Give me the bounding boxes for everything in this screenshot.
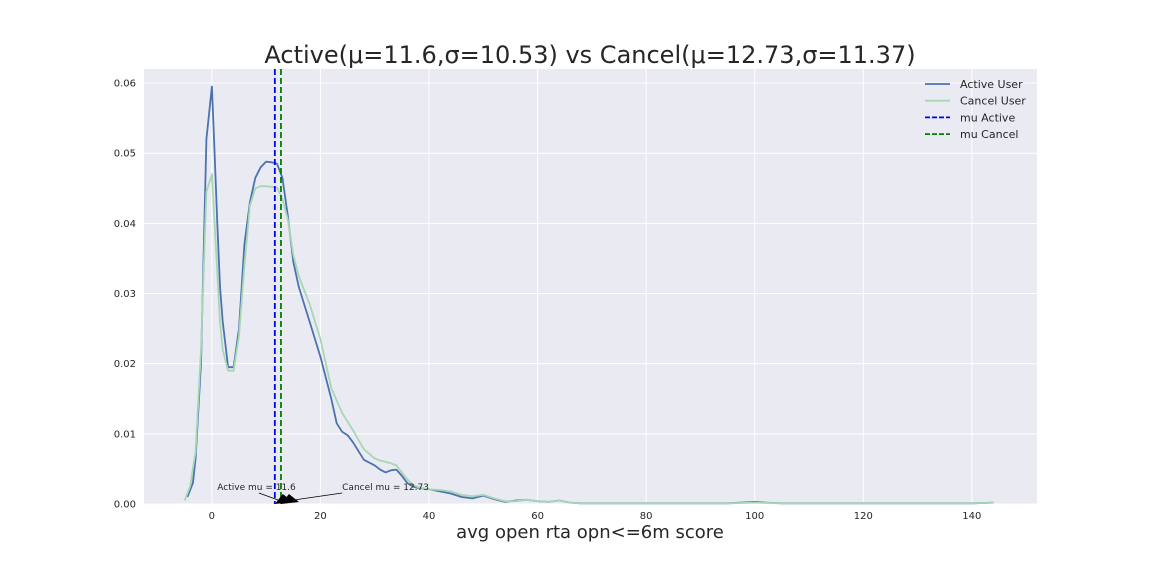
- y-tick-label: 0.02: [114, 359, 136, 370]
- series-lines: [183, 85, 994, 505]
- tick-labels: 0 20 40 60 80 100 120 140 0.00 0.01 0.02 0.03 0.04 0.…: [114, 79, 982, 522]
- annotation-arrow-line: [286, 492, 343, 502]
- legend-label: mu Active: [960, 111, 1015, 124]
- x-tick-label: 100: [745, 511, 764, 522]
- legend: Active User Cancel User mu Active mu Cancel: [925, 78, 1026, 141]
- y-tick-label: 0.06: [114, 79, 136, 90]
- annotation-arrow-head: [280, 494, 299, 504]
- annotation-arrow-line: [258, 492, 281, 502]
- y-tick-label: 0.00: [114, 500, 136, 511]
- chart-title: Active(μ=11.6,σ=10.53) vs Cancel(μ=12.73…: [264, 41, 915, 69]
- annotation-label: Cancel mu = 12.73: [342, 483, 429, 493]
- annotations: Active mu = 11.6 Cancel mu = 12.73: [217, 483, 429, 504]
- x-tick-label: 140: [962, 511, 981, 522]
- y-tick-label: 0.01: [114, 429, 136, 440]
- y-tick-label: 0.05: [114, 149, 136, 160]
- x-tick-label: 20: [314, 511, 327, 522]
- legend-label: Active User: [960, 78, 1023, 91]
- x-tick-label: 80: [640, 511, 653, 522]
- x-tick-label: 0: [209, 511, 215, 522]
- cancel-user-line: [183, 173, 994, 505]
- plot-background: [144, 69, 1037, 504]
- legend-label: mu Cancel: [960, 128, 1018, 141]
- x-tick-label: 40: [423, 511, 436, 522]
- y-tick-label: 0.03: [114, 289, 136, 300]
- y-tick-label: 0.04: [114, 219, 136, 230]
- x-tick-label: 60: [531, 511, 544, 522]
- x-axis-label: avg open rta opn<=6m score: [456, 522, 724, 543]
- x-tick-label: 120: [854, 511, 873, 522]
- annotation-label: Active mu = 11.6: [217, 483, 296, 493]
- mean-lines: [273, 69, 282, 504]
- legend-label: Cancel User: [960, 95, 1026, 108]
- grid-lines: [144, 69, 1037, 505]
